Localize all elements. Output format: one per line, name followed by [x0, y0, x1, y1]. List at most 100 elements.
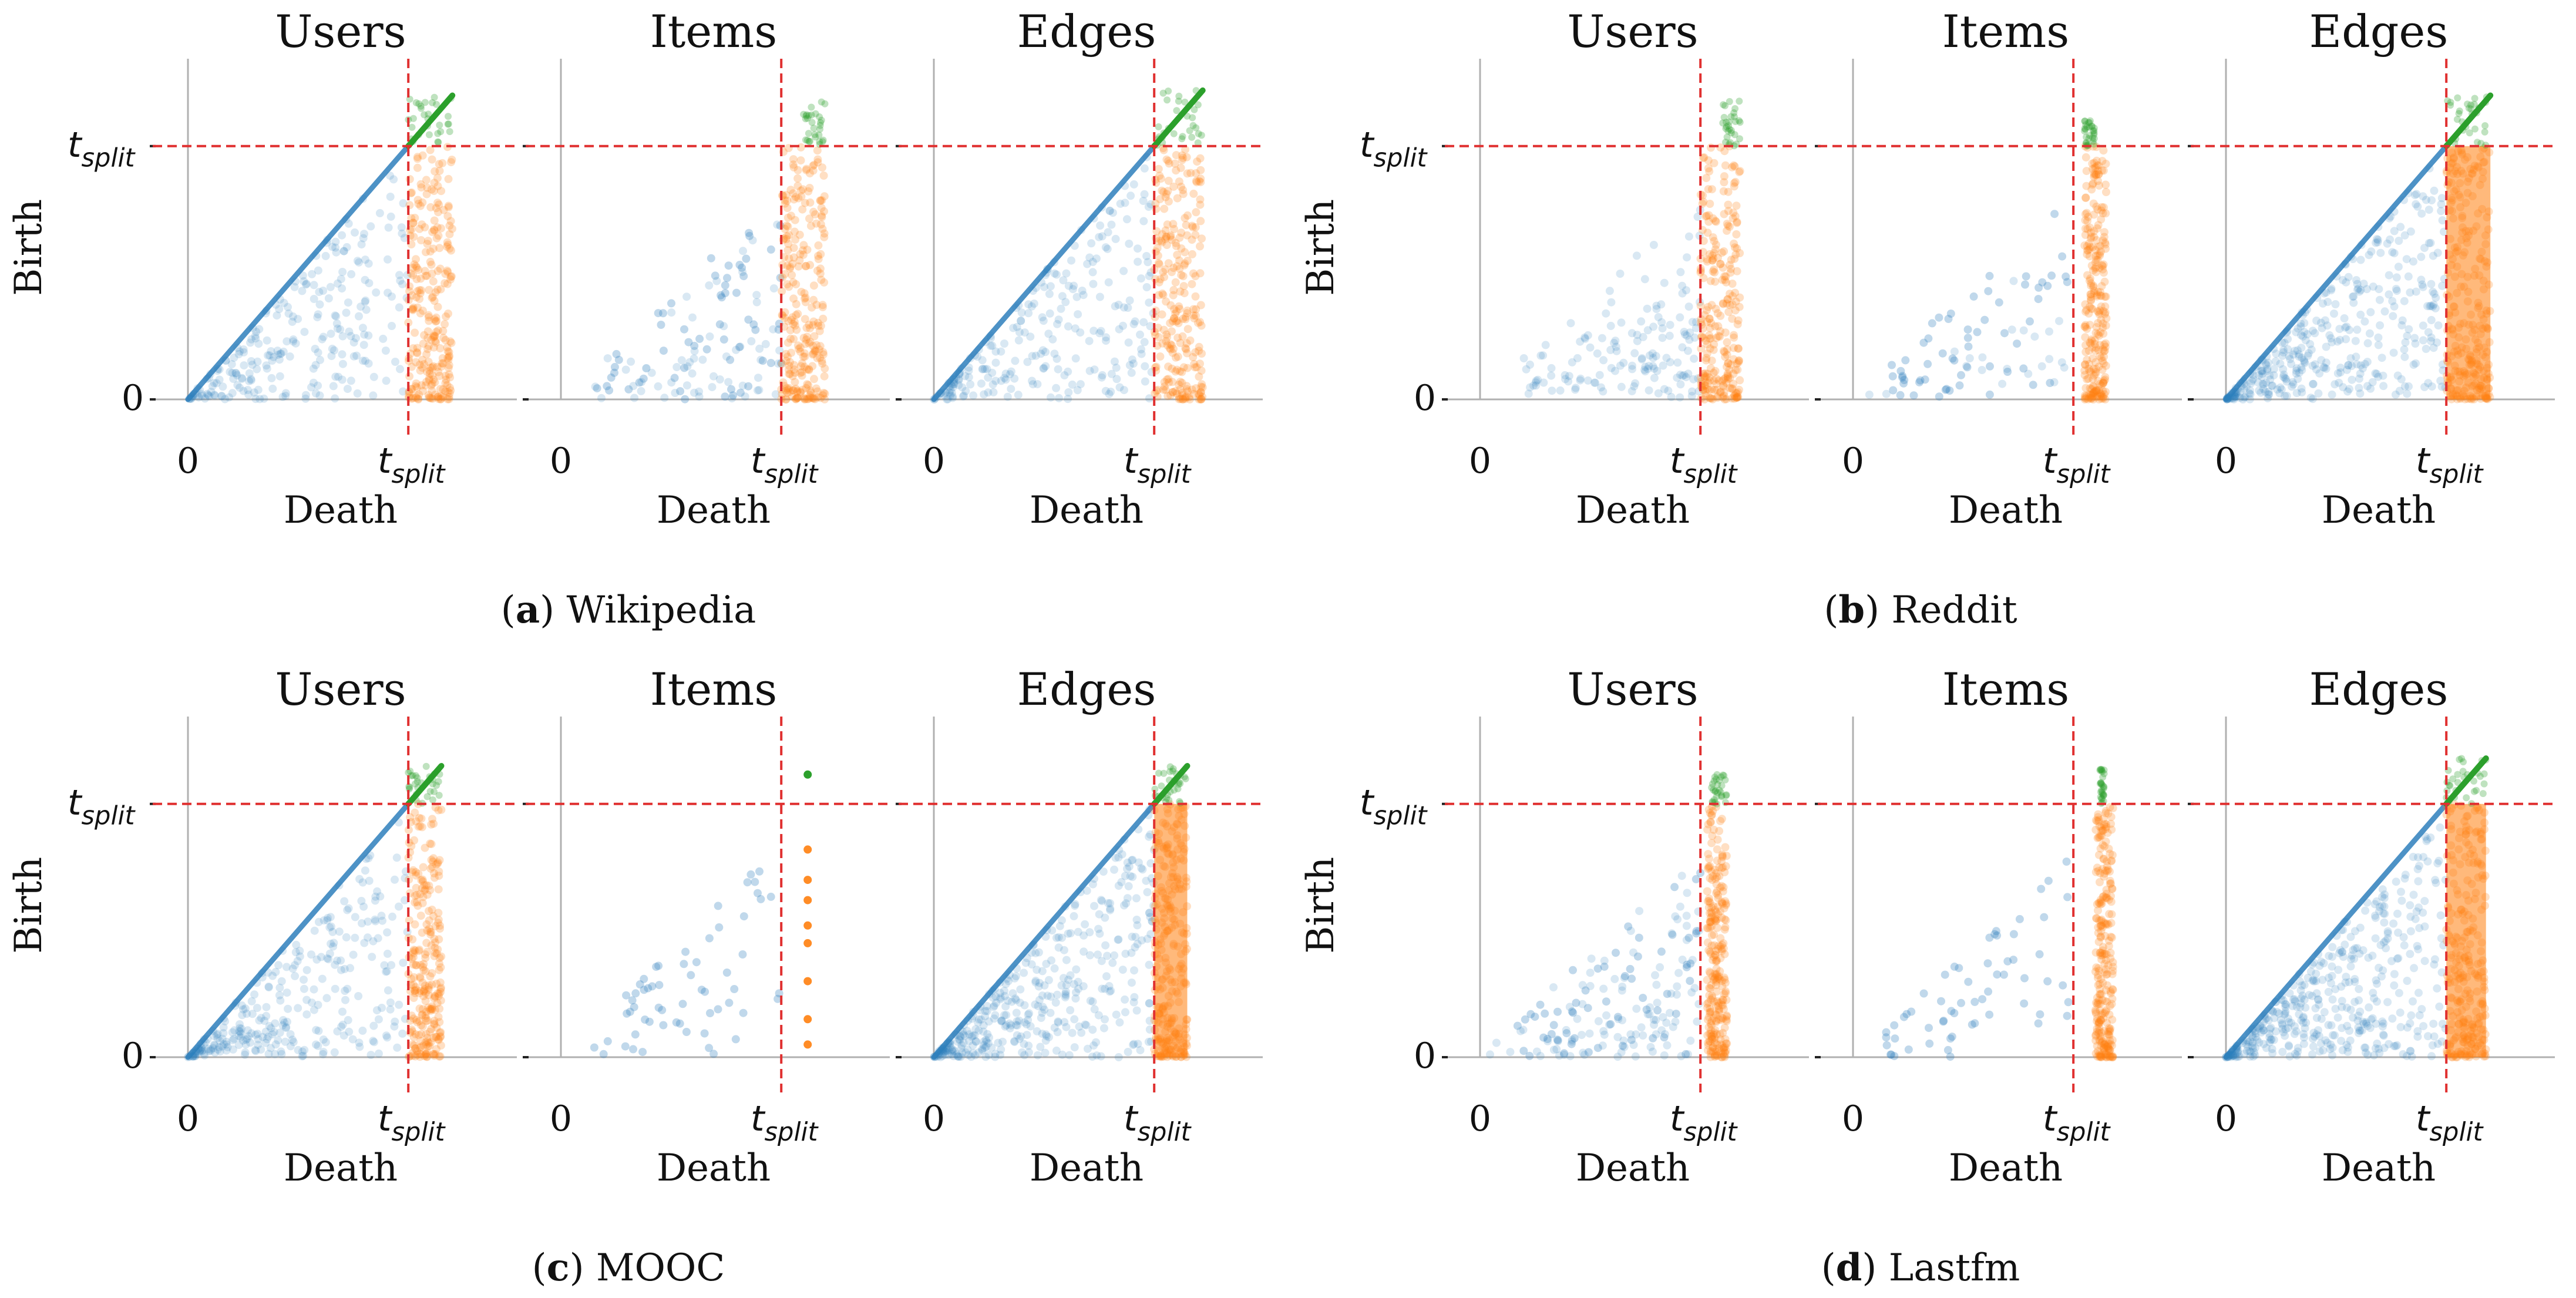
before-split-point [1541, 341, 1550, 349]
after-split-point [1728, 163, 1737, 172]
before-split-point [1660, 278, 1669, 287]
after-split-point [2088, 305, 2097, 314]
after-split-point [413, 344, 422, 352]
after-split-point [811, 347, 819, 356]
before-split-point [1607, 298, 1616, 307]
before-split-point [318, 335, 327, 344]
before-split-point [1115, 383, 1124, 392]
before-split-point [352, 351, 361, 360]
before-split-point [1126, 191, 1135, 200]
after-split-point [1175, 998, 1183, 1006]
born-after-split-point [1720, 772, 1728, 779]
before-split-point [253, 1004, 261, 1013]
before-split-point [1690, 354, 1699, 363]
before-split-point [1888, 372, 1897, 381]
before-split-point [1039, 364, 1048, 373]
before-split-point [239, 345, 248, 354]
before-split-point [301, 394, 310, 403]
before-split-point [2348, 375, 2356, 384]
before-split-point [749, 320, 758, 329]
before-split-point [319, 287, 328, 295]
after-split-point [792, 394, 801, 402]
born-after-split-point [408, 123, 416, 131]
before-split-point [217, 392, 226, 401]
born-after-split-point [802, 115, 809, 123]
after-split-point [1159, 187, 1168, 196]
before-split-point [278, 392, 287, 401]
after-split-point [2463, 177, 2472, 186]
before-split-point [361, 866, 369, 875]
before-split-point [688, 313, 697, 322]
before-split-point [1687, 392, 1696, 401]
before-split-point [730, 985, 739, 993]
before-split-point [2413, 202, 2422, 211]
after-split-point [1154, 385, 1162, 394]
after-split-point [805, 184, 814, 192]
before-split-point [1637, 1023, 1646, 1032]
before-split-point [1134, 257, 1142, 266]
before-split-point [1107, 388, 1115, 396]
before-split-point [1024, 1048, 1033, 1057]
before-split-point [1001, 375, 1010, 384]
after-split-point [789, 189, 798, 198]
before-split-point [676, 387, 685, 396]
before-split-point [1127, 949, 1136, 957]
after-split-point [820, 364, 829, 373]
before-split-point [1052, 933, 1061, 942]
after-split-point [813, 393, 822, 402]
before-split-point [2036, 1010, 2044, 1019]
after-split-point [814, 255, 823, 263]
after-split-point [2454, 333, 2463, 342]
before-split-point [1132, 894, 1141, 903]
after-split-point [2081, 194, 2090, 202]
after-split-point [815, 327, 824, 335]
after-split-point [789, 195, 798, 204]
before-split-point [1012, 304, 1021, 312]
born-after-split-point [806, 137, 813, 145]
before-split-point [322, 238, 331, 247]
after-split-point [1707, 839, 1716, 848]
before-split-point [1064, 322, 1072, 331]
data-points [1882, 766, 2117, 1061]
after-split-point [1171, 278, 1180, 287]
after-split-point [418, 220, 426, 229]
before-split-point [1576, 376, 1585, 385]
before-split-point [247, 376, 255, 385]
before-split-point [1599, 356, 1608, 365]
born-after-split-point [433, 100, 440, 108]
before-split-point [1957, 371, 1965, 379]
after-split-point [424, 983, 433, 992]
before-split-point [1631, 379, 1640, 388]
before-split-point [341, 996, 349, 1004]
before-split-point [739, 272, 748, 281]
after-split-point [2081, 153, 2090, 162]
before-split-point [1639, 994, 1647, 1002]
before-split-point [997, 347, 1005, 356]
after-split-point [435, 867, 443, 876]
after-split-point [1706, 364, 1715, 373]
after-split-point [2094, 376, 2103, 385]
before-split-point [603, 1037, 612, 1045]
after-split-point [1161, 862, 1169, 871]
after-split-point [809, 281, 818, 290]
after-split-point [812, 384, 820, 393]
after-split-point [1161, 894, 1169, 903]
before-split-point [2400, 196, 2408, 204]
before-split-point [659, 347, 668, 355]
after-split-point [2091, 347, 2100, 355]
after-split-point [412, 383, 421, 392]
before-split-point [1107, 220, 1116, 229]
born-after-split-point [1181, 98, 1189, 106]
born-after-split-point [802, 112, 810, 120]
after-split-point [783, 388, 792, 397]
after-split-point [816, 264, 825, 273]
before-split-point [946, 391, 955, 400]
after-split-point [421, 223, 429, 231]
after-split-point [786, 334, 795, 343]
before-split-point [2417, 253, 2426, 261]
before-split-point [1539, 351, 1548, 360]
before-split-point [688, 369, 697, 378]
before-split-point [321, 1038, 330, 1047]
